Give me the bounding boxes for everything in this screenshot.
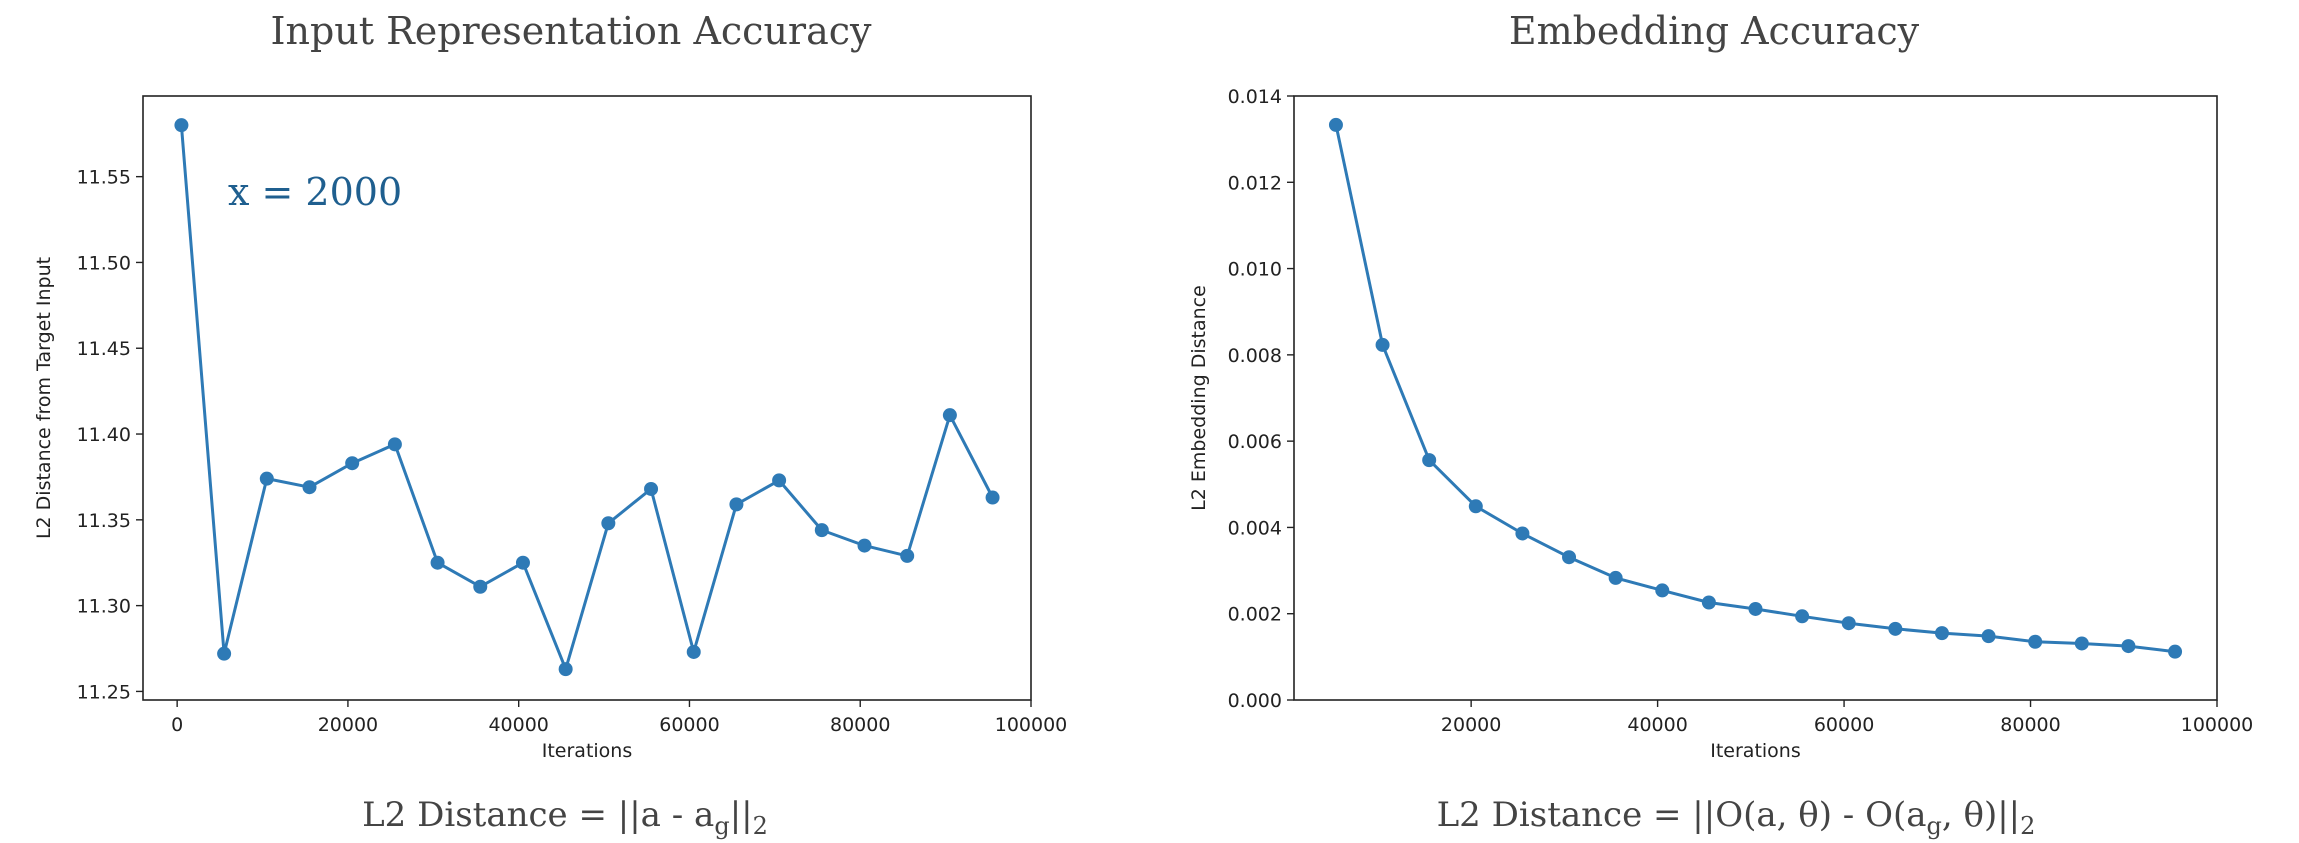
right-x-tick-label: 40000	[1627, 714, 1687, 736]
left-x-tick-label: 100000	[995, 714, 1068, 736]
left-x-tick-label: 40000	[488, 714, 548, 736]
right-data-point	[2121, 639, 2136, 654]
left-y-tick-label: 11.35	[77, 510, 131, 532]
right-series-line	[1334, 124, 2176, 654]
right-x-tick-label: 100000	[2181, 714, 2254, 736]
left-chart: Input Representation Accuracy x = 2000 L…	[33, 9, 1067, 840]
left-data-point	[814, 523, 829, 538]
right-data-point	[1701, 595, 1716, 610]
right-data-point	[1655, 583, 1670, 598]
left-data-point	[601, 516, 616, 531]
left-y-tick-label: 11.40	[77, 424, 131, 446]
right-chart: Embedding Accuracy L2 Distance = ||O(a, …	[1188, 9, 2253, 840]
right-formula-prefix: L2 Distance = ||O(a, θ) - O(a	[1437, 795, 1927, 835]
right-plot-frame	[1293, 95, 2218, 701]
left-data-point	[387, 437, 402, 452]
right-formula-suffix: , θ)||	[1942, 795, 2020, 835]
left-data-point	[985, 490, 1000, 505]
left-formula-suffix: ||	[730, 795, 753, 835]
left-data-point	[259, 471, 274, 486]
right-data-point	[1888, 621, 1903, 636]
right-formula-end-sub: 2	[2020, 812, 2035, 840]
right-y-axis-label: L2 Embedding Distance	[1188, 285, 1210, 511]
right-chart-title: Embedding Accuracy	[1509, 9, 1920, 53]
left-y-tick-label: 11.25	[77, 681, 131, 703]
right-formula-sub: g	[1926, 812, 1941, 840]
right-y-tick-label: 0.000	[1228, 690, 1282, 712]
left-formula-sub: g	[714, 812, 729, 840]
right-y-tick-label: 0.002	[1228, 604, 1282, 626]
right-data-point	[1375, 337, 1390, 352]
left-data-point	[345, 456, 360, 471]
left-data-point	[302, 480, 317, 495]
left-data-point	[473, 579, 488, 594]
left-data-point	[686, 644, 701, 659]
left-data-point	[772, 473, 787, 488]
right-x-tick-label: 20000	[1441, 714, 1501, 736]
left-chart-title: Input Representation Accuracy	[270, 9, 872, 53]
right-data-point	[1841, 616, 1856, 631]
left-formula-end-sub: 2	[753, 812, 768, 840]
left-annotation: x = 2000	[228, 170, 402, 214]
right-x-tick-label: 60000	[1814, 714, 1874, 736]
right-formula: L2 Distance = ||O(a, θ) - O(ag, θ)||2	[1437, 795, 2036, 840]
left-data-point	[430, 555, 445, 570]
left-data-point	[942, 408, 957, 423]
left-data-point	[174, 118, 189, 133]
left-y-tick-label: 11.55	[77, 167, 131, 189]
left-data-point	[515, 555, 530, 570]
left-data-point	[558, 662, 573, 677]
right-data-point	[2074, 636, 2089, 651]
left-formula-prefix: L2 Distance = ||a - a	[362, 795, 714, 835]
left-series-line	[179, 125, 994, 671]
left-y-axis-label: L2 Distance from Target Input	[33, 257, 55, 539]
left-data-point	[729, 497, 744, 512]
right-data-point	[1562, 550, 1577, 565]
right-data-point	[1328, 117, 1343, 132]
right-data-point	[1981, 629, 1996, 644]
left-x-tick-label: 60000	[659, 714, 719, 736]
left-data-point	[644, 481, 659, 496]
left-y-tick-label: 11.30	[77, 596, 131, 618]
right-y-tick-label: 0.012	[1228, 172, 1282, 194]
right-data-point	[1748, 601, 1763, 616]
left-x-axis-label: Iterations	[542, 740, 633, 762]
right-y-tick-label: 0.008	[1228, 345, 1282, 367]
right-y-tick-label: 0.004	[1228, 517, 1282, 539]
left-x-tick-label: 20000	[318, 714, 378, 736]
right-x-tick-label: 80000	[2000, 714, 2060, 736]
left-x-tick-label: 0	[171, 714, 183, 736]
left-y-tick-label: 11.45	[77, 338, 131, 360]
left-data-point	[217, 646, 232, 661]
right-data-point	[2028, 634, 2043, 649]
right-data-point	[1608, 570, 1623, 585]
right-data-point	[1468, 499, 1483, 514]
right-data-point	[1422, 453, 1437, 468]
left-x-tick-label: 80000	[830, 714, 890, 736]
left-data-point	[857, 538, 872, 553]
right-data-point	[1515, 526, 1530, 541]
right-y-tick-label: 0.006	[1228, 431, 1282, 453]
right-y-tick-label: 0.010	[1228, 259, 1282, 281]
left-y-tick-label: 11.50	[77, 252, 131, 274]
right-data-point	[1934, 626, 1949, 641]
left-formula: L2 Distance = ||a - ag||2	[362, 795, 768, 840]
left-data-point	[900, 548, 915, 563]
right-y-tick-label: 0.014	[1228, 86, 1282, 108]
right-data-point	[1795, 609, 1810, 624]
right-x-axis-label: Iterations	[1710, 740, 1801, 762]
right-data-point	[2168, 644, 2183, 659]
left-plot-frame	[142, 95, 1032, 701]
